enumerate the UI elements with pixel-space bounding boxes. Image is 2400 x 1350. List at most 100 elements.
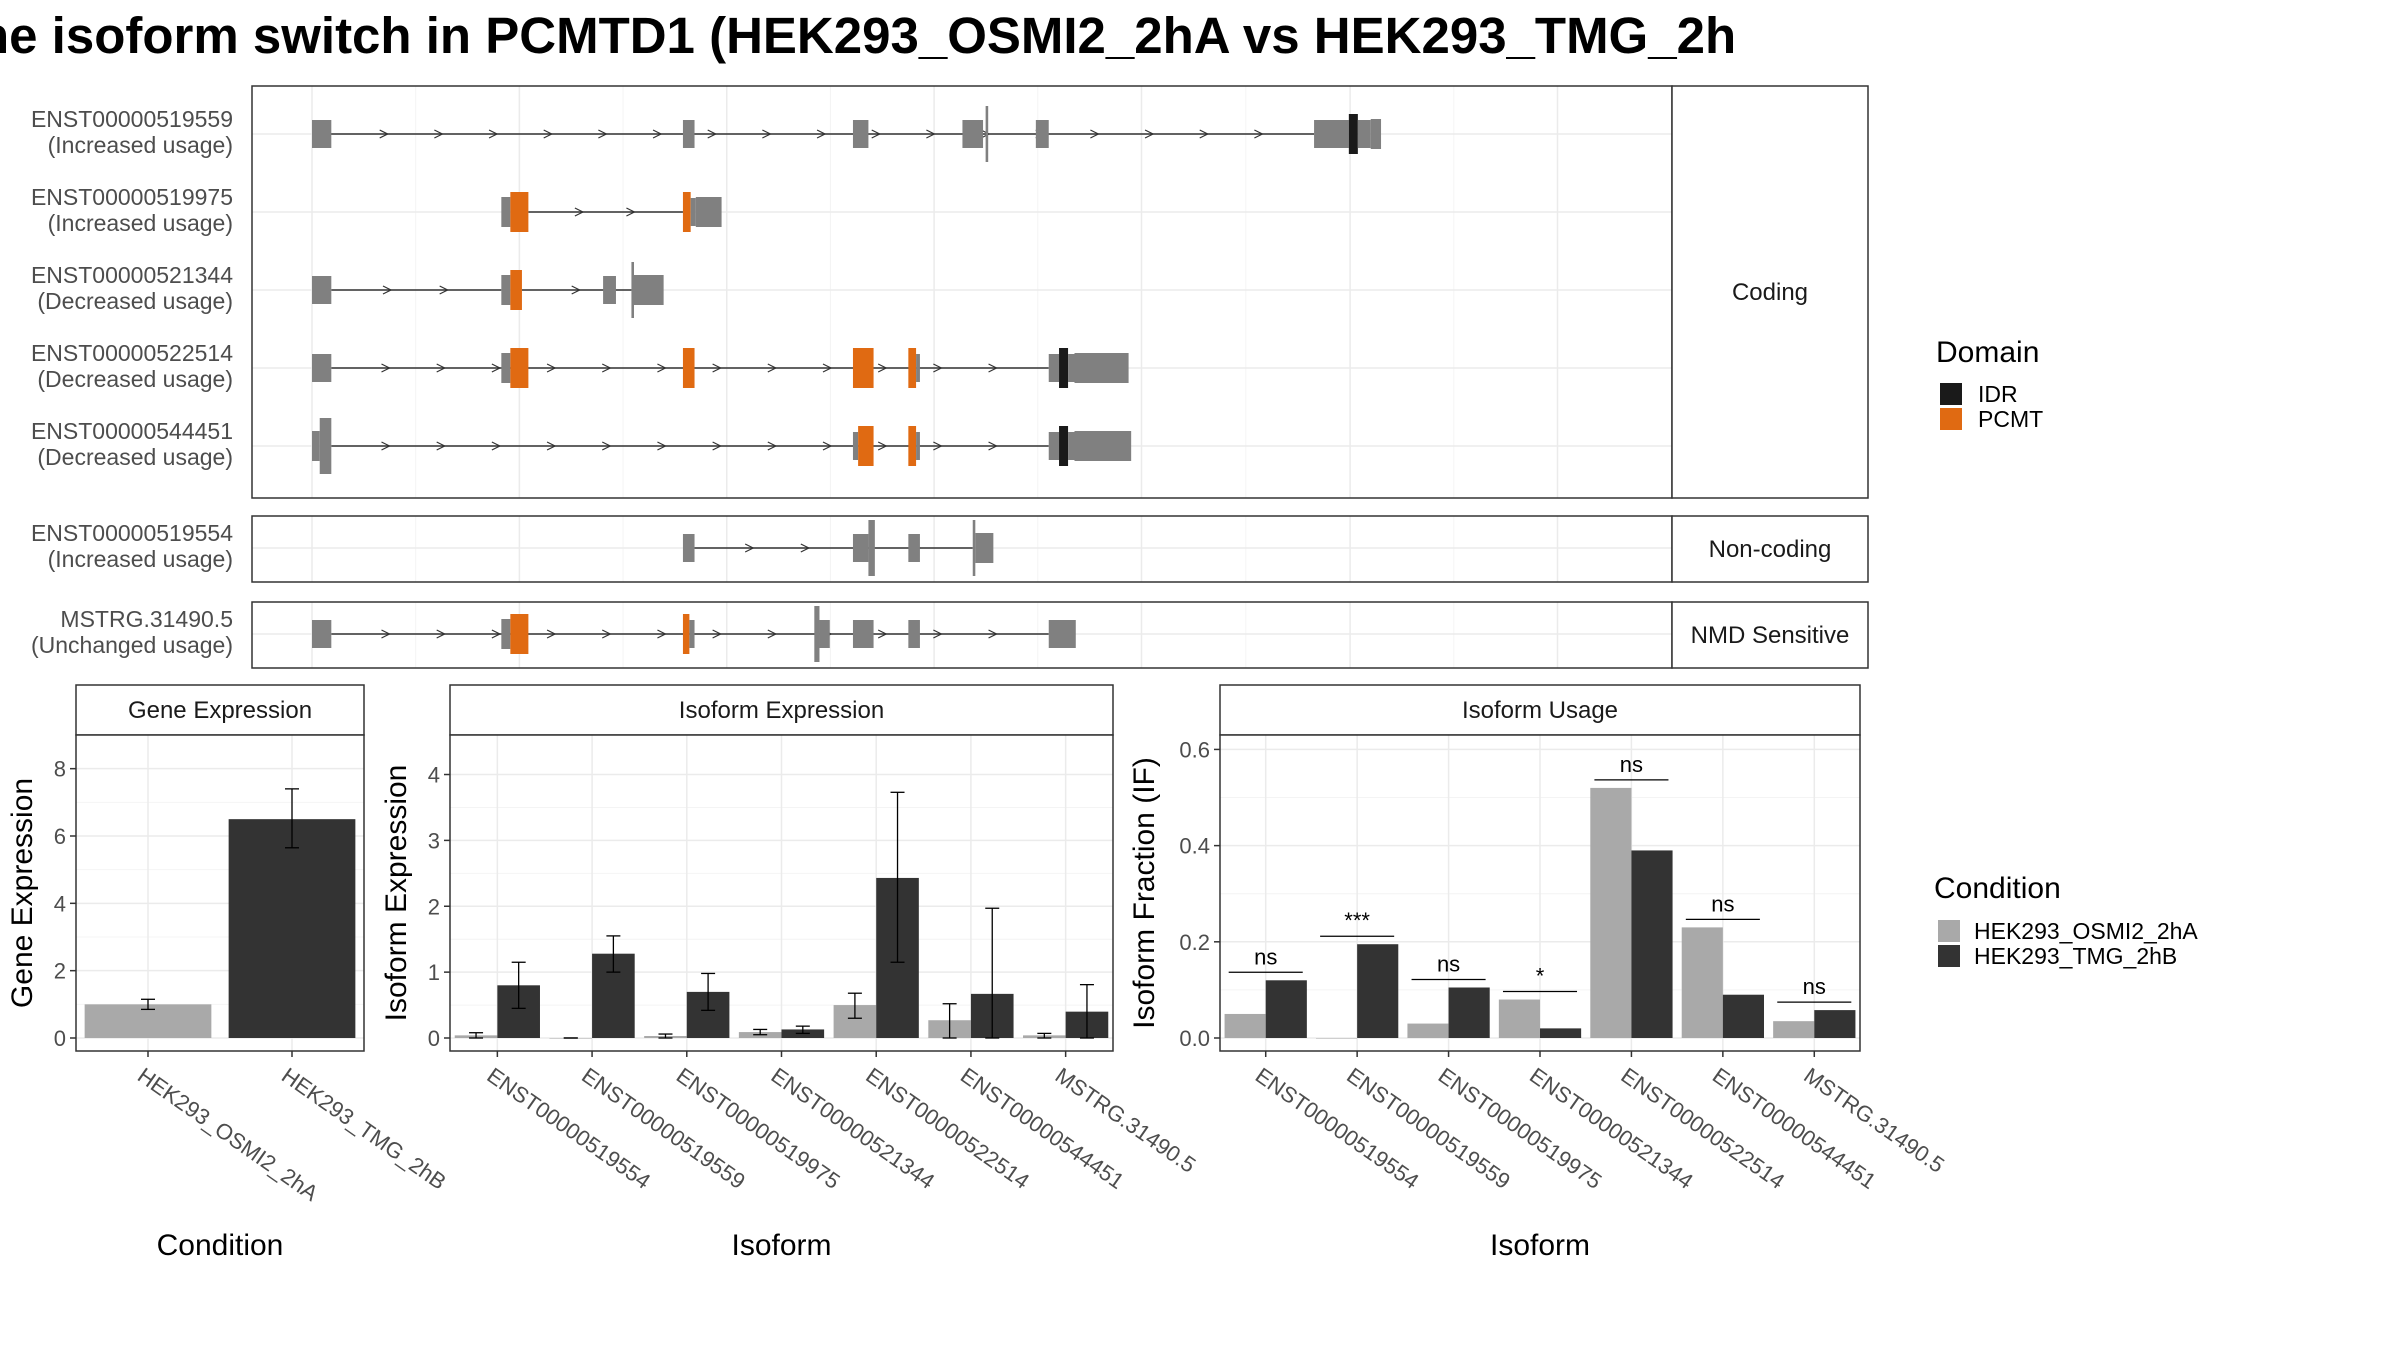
significance-label: ns	[1711, 891, 1734, 916]
bar	[1814, 1010, 1856, 1038]
intron-direction-arrow	[1199, 129, 1210, 139]
exon-block	[603, 276, 616, 304]
transcript-id-label: MSTRG.31490.5	[60, 606, 233, 632]
y-tick-label: 0.6	[1179, 737, 1210, 762]
x-tick-label: ENST00000544451	[956, 1063, 1129, 1194]
bar-chart-3: Isoform Usage ns *** ns * ns ns ns 0.0 0.2 0.4 0.6 E…	[1128, 684, 1949, 1262]
bar	[1631, 850, 1673, 1038]
bar	[1316, 1038, 1358, 1039]
x-tick-label: ENST00000521344	[767, 1063, 940, 1194]
transcript-id-label: ENST00000521344	[31, 262, 233, 288]
intron-direction-arrow	[767, 629, 778, 639]
y-tick-label: 0.0	[1179, 1026, 1210, 1051]
intron-direction-arrow	[877, 629, 888, 639]
significance-label: ns	[1254, 944, 1277, 969]
y-axis-title: Isoform Expression	[380, 765, 413, 1022]
utr-exon	[975, 533, 994, 563]
intron-direction-arrow	[933, 629, 943, 639]
exon-block	[682, 120, 695, 148]
legend-entry-label: PCMT	[1978, 406, 2043, 432]
intron-direction-arrow	[800, 543, 811, 553]
facet-strip	[1671, 515, 1869, 583]
legend-title: Domain	[1936, 336, 2039, 369]
panel-title: Isoform Expression	[679, 697, 884, 724]
y-tick-label: 1	[428, 960, 440, 985]
transcript-usage-label: (Increased usage)	[48, 132, 233, 158]
exon-block	[962, 120, 984, 148]
facet-coding: Coding	[251, 85, 1869, 499]
x-tick-label: ENST00000522514	[861, 1063, 1034, 1194]
pcmt-domain-exon	[510, 348, 529, 388]
intron-direction-arrow	[988, 441, 998, 451]
pcmt-domain-exon	[510, 270, 522, 310]
x-tick-label: ENST00000519559	[1342, 1063, 1515, 1194]
intron-direction-arrow	[491, 629, 502, 639]
intron-direction-arrow	[436, 441, 447, 451]
intron-direction-arrow	[574, 207, 585, 217]
exon-block	[852, 534, 869, 562]
intron-direction-arrow	[381, 363, 391, 373]
legend-swatch	[1938, 945, 1960, 967]
x-tick-label: ENST00000519975	[1434, 1063, 1607, 1194]
intron-direction-arrow	[871, 129, 882, 139]
intron-direction-arrow	[571, 285, 582, 295]
transcript-id-label: ENST00000544451	[31, 418, 233, 444]
intron-direction-arrow	[546, 363, 557, 373]
intron-direction-arrow	[712, 629, 722, 639]
intron-direction-arrow	[744, 543, 755, 553]
pcmt-domain-exon	[682, 348, 695, 388]
intron-direction-arrow	[767, 441, 778, 451]
pcmt-domain-exon	[682, 614, 690, 654]
utr-exon	[501, 275, 511, 305]
exon-block	[682, 534, 695, 562]
exon-block	[1314, 120, 1349, 148]
significance-label: *	[1536, 964, 1545, 989]
x-tick-label: ENST00000519554	[1251, 1063, 1424, 1194]
x-tick-label: ENST00000522514	[1617, 1063, 1790, 1194]
panel-title: Isoform Usage	[1462, 697, 1618, 724]
exon-block	[1048, 432, 1060, 460]
pcmt-domain-exon	[858, 426, 874, 466]
pcmt-domain-exon	[908, 426, 917, 466]
transcript-id-label: ENST00000519559	[31, 106, 233, 132]
exon-block	[868, 520, 875, 576]
intron-direction-arrow	[598, 129, 608, 139]
x-tick-label: ENST00000519975	[672, 1063, 845, 1194]
exon-block	[908, 534, 920, 562]
bar	[1357, 944, 1399, 1038]
exon-block	[985, 106, 989, 162]
transcript-id-label: ENST00000519975	[31, 184, 233, 210]
bar	[228, 819, 356, 1038]
transcript-usage-label: (Decreased usage)	[37, 366, 233, 392]
intron-direction-arrow	[491, 441, 502, 451]
intron-direction-arrow	[926, 129, 936, 139]
significance-label: ns	[1803, 974, 1826, 999]
intron-direction-arrow	[822, 363, 833, 373]
intron-direction-arrow	[712, 363, 722, 373]
transcript-track	[312, 106, 1382, 162]
exon-block	[819, 620, 830, 648]
intron-direction-arrow	[436, 629, 447, 639]
y-tick-label: 6	[54, 824, 66, 849]
exon-block	[1048, 354, 1060, 382]
significance-label: ***	[1344, 908, 1370, 933]
y-tick-label: 2	[54, 959, 66, 984]
bar-chart-1: Gene Expression02468HEK293_OSMI2_2hAHEK2…	[6, 684, 451, 1262]
y-tick-label: 4	[54, 891, 66, 916]
y-axis-title: Isoform Fraction (IF)	[1128, 757, 1161, 1029]
exon-block	[631, 262, 634, 318]
x-axis-title: Isoform	[1490, 1229, 1590, 1262]
intron-direction-arrow	[546, 629, 557, 639]
intron-direction-arrow	[988, 629, 998, 639]
transcript-track	[501, 192, 722, 232]
intron-direction-arrow	[601, 363, 612, 373]
intron-direction-arrow	[933, 363, 943, 373]
bar	[1498, 999, 1540, 1038]
exon-block	[689, 620, 695, 648]
intron-direction-arrow	[381, 629, 391, 639]
intron-direction-arrow	[877, 441, 888, 451]
legend-swatch	[1940, 408, 1962, 430]
transcript-track	[682, 520, 994, 576]
